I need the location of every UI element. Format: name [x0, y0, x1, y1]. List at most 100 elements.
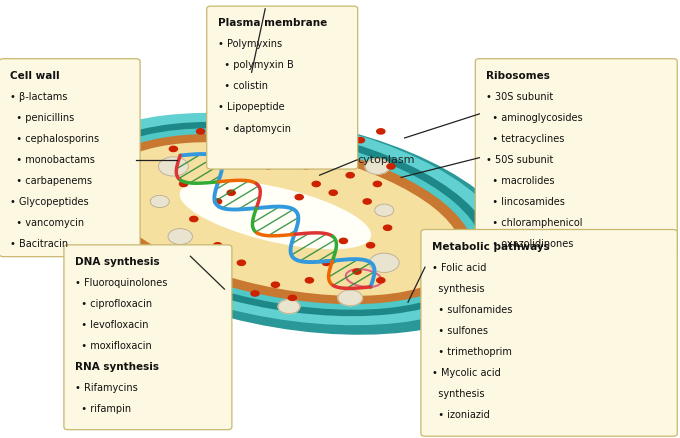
Circle shape [248, 138, 256, 143]
Circle shape [365, 159, 390, 174]
Text: • daptomycin: • daptomycin [218, 124, 290, 134]
FancyBboxPatch shape [421, 230, 677, 436]
Ellipse shape [71, 122, 494, 316]
Circle shape [237, 107, 245, 112]
Circle shape [180, 181, 188, 187]
Circle shape [346, 173, 354, 178]
Text: • β-lactams: • β-lactams [10, 92, 67, 102]
FancyBboxPatch shape [64, 245, 232, 430]
Circle shape [333, 133, 354, 147]
Text: • polymyxin B: • polymyxin B [218, 60, 293, 71]
Circle shape [312, 129, 320, 134]
Text: • 50S subunit: • 50S subunit [486, 155, 554, 165]
Circle shape [288, 295, 296, 300]
Text: • chloramphenicol: • chloramphenicol [486, 218, 583, 228]
Text: DNA synthesis: DNA synthesis [75, 257, 159, 267]
Ellipse shape [91, 134, 473, 304]
Circle shape [271, 282, 279, 287]
Circle shape [356, 138, 364, 143]
Text: • monobactams: • monobactams [10, 155, 95, 165]
Text: • Polymyxins: • Polymyxins [218, 39, 282, 49]
Circle shape [377, 129, 385, 134]
Circle shape [369, 253, 399, 272]
Circle shape [336, 111, 344, 117]
Text: • lincosamides: • lincosamides [486, 197, 565, 207]
Text: • Rifamycins: • Rifamycins [75, 383, 137, 393]
Circle shape [150, 195, 169, 208]
Text: • Folic acid: • Folic acid [432, 263, 486, 273]
Text: • moxifloxacin: • moxifloxacin [75, 341, 152, 351]
Text: • sulfones: • sulfones [432, 326, 488, 336]
Circle shape [285, 138, 293, 143]
Circle shape [299, 111, 307, 117]
Circle shape [214, 243, 222, 248]
Text: • vancomycin: • vancomycin [10, 218, 84, 228]
Text: • izoniazid: • izoniazid [432, 410, 490, 420]
Circle shape [302, 164, 310, 169]
Text: • macrolides: • macrolides [486, 176, 555, 186]
Text: • trimethoprim: • trimethoprim [432, 347, 511, 357]
Text: • ciprofloxacin: • ciprofloxacin [75, 299, 152, 309]
Text: • Bacitracin: • Bacitracin [10, 239, 68, 249]
Circle shape [363, 199, 371, 204]
Circle shape [338, 290, 362, 306]
Ellipse shape [103, 142, 462, 296]
Circle shape [353, 269, 361, 274]
Circle shape [367, 243, 375, 248]
Text: synthesis: synthesis [432, 389, 484, 399]
Text: • colistin: • colistin [218, 81, 268, 92]
Circle shape [207, 111, 215, 117]
Text: • rifampin: • rifampin [75, 404, 131, 414]
Text: Ribosomes: Ribosomes [486, 71, 550, 81]
Circle shape [158, 157, 188, 176]
Text: • 30S subunit: • 30S subunit [486, 92, 554, 102]
Circle shape [373, 181, 381, 187]
Circle shape [295, 194, 303, 200]
Text: • cephalosporins: • cephalosporins [10, 134, 99, 144]
Circle shape [384, 225, 392, 230]
Circle shape [288, 113, 318, 132]
Text: • Fluoroquinolones: • Fluoroquinolones [75, 278, 167, 288]
Circle shape [220, 155, 228, 160]
Text: Metabolic pathways: Metabolic pathways [432, 242, 549, 252]
FancyBboxPatch shape [475, 59, 677, 257]
Text: • Glycopeptides: • Glycopeptides [10, 197, 89, 207]
Text: • oxazolidinones: • oxazolidinones [486, 239, 573, 249]
Circle shape [227, 190, 235, 195]
Circle shape [261, 111, 269, 117]
Text: • sulfonamides: • sulfonamides [432, 305, 512, 315]
Text: • aminoglycosides: • aminoglycosides [486, 113, 583, 123]
Circle shape [197, 129, 205, 134]
Circle shape [237, 260, 245, 265]
Ellipse shape [53, 114, 522, 335]
Text: Cell wall: Cell wall [10, 71, 60, 81]
FancyBboxPatch shape [207, 6, 358, 169]
Text: cytoplasm: cytoplasm [357, 155, 415, 165]
Text: • carbapenems: • carbapenems [10, 176, 92, 186]
Circle shape [312, 181, 320, 187]
Circle shape [377, 278, 385, 283]
Circle shape [265, 164, 273, 169]
Text: • penicillins: • penicillins [10, 113, 74, 123]
Text: • levofloxacin: • levofloxacin [75, 320, 148, 330]
Circle shape [221, 114, 248, 131]
Circle shape [375, 204, 394, 216]
Circle shape [201, 274, 221, 287]
Circle shape [339, 238, 347, 244]
Circle shape [387, 164, 395, 169]
Text: • Lipopeptide: • Lipopeptide [218, 102, 284, 113]
Circle shape [214, 199, 222, 204]
Circle shape [169, 146, 177, 152]
Circle shape [329, 190, 337, 195]
Text: RNA synthesis: RNA synthesis [75, 362, 159, 372]
Ellipse shape [180, 180, 371, 249]
Ellipse shape [54, 113, 510, 325]
FancyBboxPatch shape [0, 59, 140, 257]
Text: • Mycolic acid: • Mycolic acid [432, 368, 500, 378]
Circle shape [251, 291, 259, 296]
Ellipse shape [81, 128, 483, 310]
Text: synthesis: synthesis [432, 284, 484, 294]
Circle shape [305, 278, 313, 283]
Circle shape [168, 229, 192, 244]
Circle shape [190, 216, 198, 222]
